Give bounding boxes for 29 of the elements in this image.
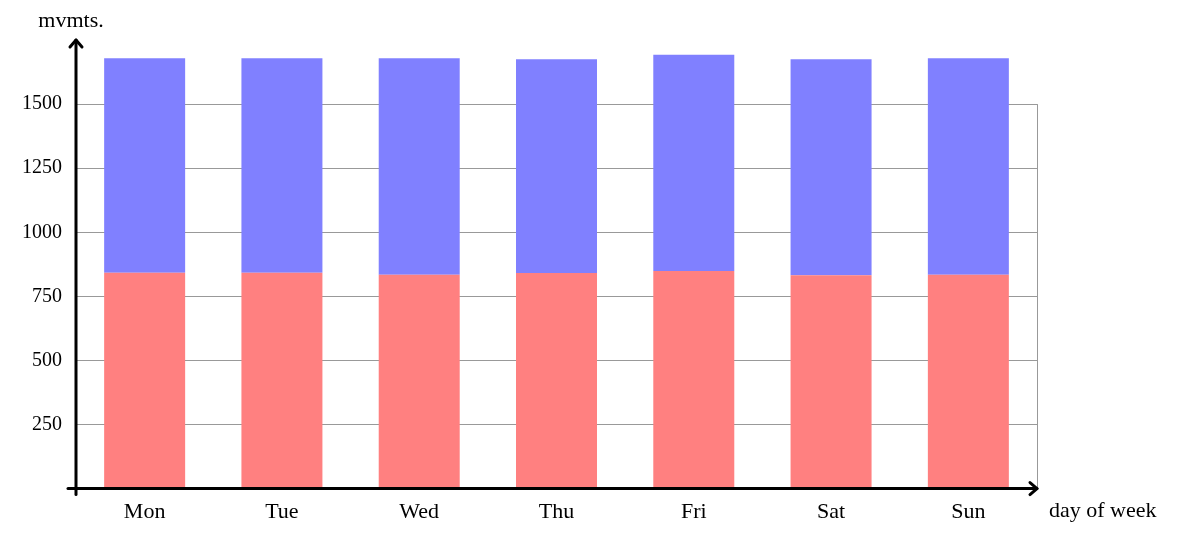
bar [653,54,735,271]
y-tick-label: 1000 [22,219,62,242]
bar [104,272,186,489]
x-tick-label: Mon [123,497,166,523]
bar [378,58,460,275]
x-tick-label: Sun [951,497,986,523]
bar [241,272,323,489]
bar [927,58,1009,275]
y-axis-title: mvmts. [38,6,104,32]
bar [378,274,460,489]
bar [653,270,735,489]
bar [516,59,597,274]
x-tick-label: Thu [538,497,575,523]
bar [790,275,872,489]
x-axis-title: day of week [1049,497,1157,523]
x-tick-label: Fri [680,497,707,523]
y-tick-label: 1500 [22,91,62,114]
x-tick-label: Wed [399,497,440,523]
bar [516,273,597,489]
y-tick-label: 1250 [22,155,62,178]
bar [104,58,186,273]
y-tick-label: 750 [32,283,62,306]
bar [241,58,323,273]
x-tick-label: Sat [817,497,846,523]
bar [790,59,872,276]
y-tick-label: 500 [32,347,62,370]
x-tick-label: Tue [265,497,299,523]
bar [927,274,1009,489]
y-tick-label: 250 [32,411,62,434]
